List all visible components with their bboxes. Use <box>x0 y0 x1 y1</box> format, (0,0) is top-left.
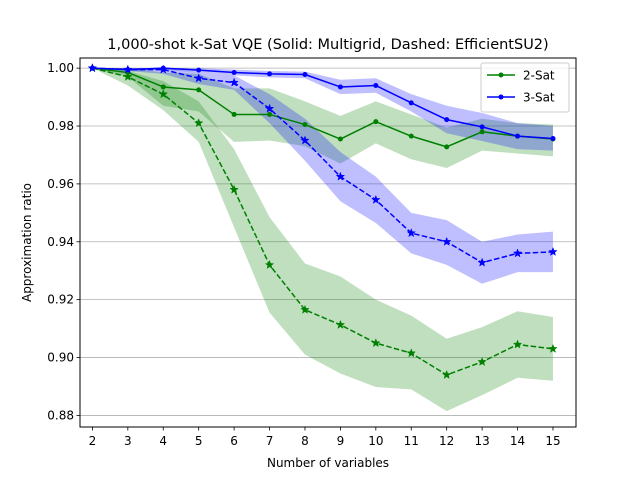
point-3-sat-multigrid <box>302 71 308 77</box>
band-2-sat-efficientsu2 <box>92 68 553 412</box>
point-2-sat-multigrid <box>408 133 414 139</box>
point-3-sat-efficientsu2 <box>158 64 169 74</box>
x-tick-label: 11 <box>404 434 419 448</box>
legend-item-3-sat: 3-Sat <box>487 91 555 105</box>
point-2-sat-multigrid <box>267 111 273 117</box>
point-3-sat-multigrid <box>515 133 521 139</box>
y-tick-label: 0.96 <box>47 177 74 191</box>
point-2-sat-efficientsu2 <box>300 304 310 314</box>
point-3-sat-multigrid <box>267 71 273 77</box>
legend-marker-3-sat <box>498 94 504 100</box>
legend-label-3-sat: 3-Sat <box>523 91 555 105</box>
point-3-sat-multigrid <box>550 135 556 141</box>
y-axis-ticks: 0.88 0.90 0.92 0.94 0.96 0.98 1.00 <box>47 61 80 422</box>
point-3-sat-efficientsu2 <box>264 103 275 113</box>
line-3-sat-efficientsu2 <box>92 67 554 264</box>
band-3-sat-efficientsu2 <box>92 68 553 284</box>
point-2-sat-efficientsu2 <box>335 319 346 329</box>
point-3-sat-multigrid <box>444 117 450 123</box>
point-3-sat-multigrid <box>196 67 202 73</box>
x-tick-label: 9 <box>337 434 345 448</box>
line-2-sat-multigrid <box>92 67 554 148</box>
point-2-sat-multigrid <box>231 111 237 117</box>
point-3-sat-efficientsu2 <box>87 63 98 73</box>
x-tick-label: 5 <box>195 434 203 448</box>
x-tick-label: 6 <box>230 434 238 448</box>
point-3-sat-multigrid <box>373 82 379 88</box>
point-3-sat-efficientsu2 <box>512 248 523 258</box>
point-3-sat-efficientsu2 <box>300 135 310 145</box>
x-tick-label: 3 <box>124 434 132 448</box>
line-2-sat-efficientsu2 <box>92 67 554 376</box>
series-markers <box>87 63 558 379</box>
x-tick-label: 14 <box>510 434 525 448</box>
point-3-sat-efficientsu2 <box>406 228 417 238</box>
band-2-sat-multigrid <box>92 68 553 168</box>
point-2-sat-efficientsu2 <box>441 369 452 379</box>
y-tick-label: 0.98 <box>47 119 74 133</box>
y-tick-label: 1.00 <box>47 61 74 75</box>
x-tick-label: 13 <box>474 434 489 448</box>
point-2-sat-efficientsu2 <box>123 71 133 81</box>
point-2-sat-efficientsu2 <box>548 343 558 353</box>
x-tick-label: 15 <box>545 434 560 448</box>
x-tick-label: 8 <box>301 434 309 448</box>
point-2-sat-efficientsu2 <box>264 259 275 269</box>
x-tick-label: 12 <box>439 434 454 448</box>
point-2-sat-multigrid <box>302 122 308 128</box>
point-3-sat-multigrid <box>231 69 237 75</box>
confidence-bands <box>92 68 553 412</box>
point-3-sat-efficientsu2 <box>371 194 381 204</box>
point-3-sat-multigrid <box>408 100 414 106</box>
point-3-sat-efficientsu2 <box>123 64 133 74</box>
point-3-sat-efficientsu2 <box>441 236 452 246</box>
point-2-sat-efficientsu2 <box>406 348 417 358</box>
y-tick-label: 0.94 <box>47 235 74 249</box>
point-2-sat-multigrid <box>373 119 379 125</box>
point-2-sat-multigrid <box>196 87 202 93</box>
x-tick-label: 7 <box>266 434 274 448</box>
point-3-sat-efficientsu2 <box>335 171 346 181</box>
legend-marker-2-sat <box>498 72 504 78</box>
point-2-sat-efficientsu2 <box>229 184 239 194</box>
x-tick-label: 2 <box>89 434 97 448</box>
point-3-sat-efficientsu2 <box>193 73 204 83</box>
point-2-sat-efficientsu2 <box>193 118 204 128</box>
point-2-sat-efficientsu2 <box>512 339 523 349</box>
point-3-sat-multigrid <box>337 84 343 90</box>
x-axis-label: Number of variables <box>267 456 389 470</box>
band-3-sat-multigrid <box>92 68 553 151</box>
series-lines <box>92 67 554 376</box>
point-2-sat-multigrid <box>160 84 166 90</box>
chart-title: 1,000-shot k-Sat VQE (Solid: Multigrid, … <box>107 37 548 53</box>
point-3-sat-efficientsu2 <box>548 246 558 256</box>
point-3-sat-efficientsu2 <box>477 257 487 267</box>
point-2-sat-multigrid <box>337 136 343 142</box>
x-tick-label: 4 <box>159 434 167 448</box>
point-2-sat-efficientsu2 <box>158 89 169 99</box>
point-2-sat-multigrid <box>444 144 450 150</box>
x-axis-ticks: 2 3 4 5 6 7 8 9 10 11 12 13 14 15 <box>89 427 561 448</box>
y-tick-label: 0.88 <box>47 408 74 422</box>
x-tick-label: 10 <box>368 434 383 448</box>
legend-label-2-sat: 2-Sat <box>523 69 555 83</box>
point-2-sat-efficientsu2 <box>477 356 487 366</box>
y-axis-label: Approximation ratio <box>20 183 34 302</box>
line-3-sat-multigrid <box>92 67 554 140</box>
legend: 2-Sat 3-Sat <box>480 62 570 113</box>
y-tick-label: 0.90 <box>47 351 74 365</box>
legend-item-2-sat: 2-Sat <box>487 69 555 83</box>
point-3-sat-efficientsu2 <box>229 77 239 87</box>
point-3-sat-multigrid <box>479 124 485 130</box>
point-2-sat-multigrid <box>479 129 485 135</box>
y-tick-label: 0.92 <box>47 293 74 307</box>
point-2-sat-efficientsu2 <box>371 338 381 348</box>
plot-area-frame <box>79 57 577 428</box>
